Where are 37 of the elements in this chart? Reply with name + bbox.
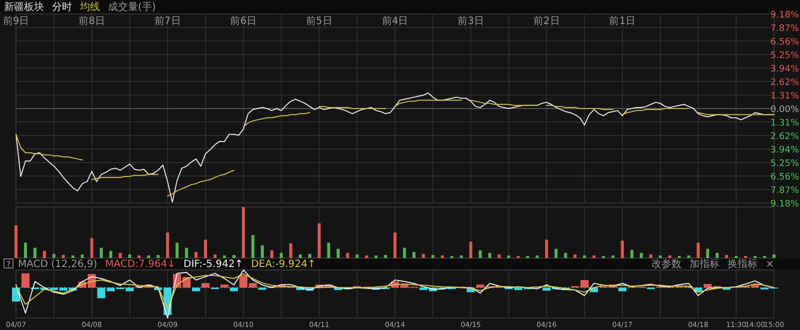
text: 成交量(手) [108,1,156,13]
annotation: 改参数 [652,258,682,270]
annotation: × [766,259,774,270]
x-tick-label: 前3日 [458,15,484,27]
y-tick-label: 9.18% [770,200,800,210]
text: 分时 [52,1,72,13]
y-tick-label: 3.94% [770,146,800,156]
y-tick-label: 3.94% [770,64,800,74]
y-tick-label: 5.25% [770,50,800,61]
y-tick-label: 5.25% [770,159,800,170]
x-tick-label: 前4日 [382,15,408,27]
y-tick-label: 7.87% [770,24,800,34]
x-tick-label: 前6日 [230,15,257,27]
series-label: DEA:-9.924↑ [251,259,316,270]
y-tick-label: 2.62% [770,132,800,142]
y-tick-label: 9.18% [770,10,800,20]
text: 均线 [79,1,100,13]
chart-title: MACD (12,26,9) [18,259,98,270]
y-tick-label: 0.00% [770,105,800,115]
y-tick-label: 2.62% [770,78,800,88]
x-tick-label: 前5日 [306,15,332,27]
y-tick-label: 6.56% [770,172,800,183]
series-label: MACD:7.964↓ [105,259,176,270]
x-tick-label: 前2日 [533,15,560,27]
series-label: DIF:-5.942↑ [184,259,244,270]
y-tick-label: 7.87% [770,186,800,196]
annotation: 换指标 [728,258,758,270]
text: ? [6,260,11,269]
annotation: 加指标 [690,258,720,270]
y-tick-label: 1.31% [770,92,800,102]
x-tick-label: 前7日 [154,15,181,27]
x-tick-label: 前8日 [78,15,105,27]
x-tick-label: 前1日 [609,15,636,27]
x-tick-label: 前9日 [2,15,30,27]
y-tick-label: 1.31% [770,118,800,128]
chart-title: 新疆板块 [4,1,44,13]
y-tick-label: 6.56% [770,37,800,48]
